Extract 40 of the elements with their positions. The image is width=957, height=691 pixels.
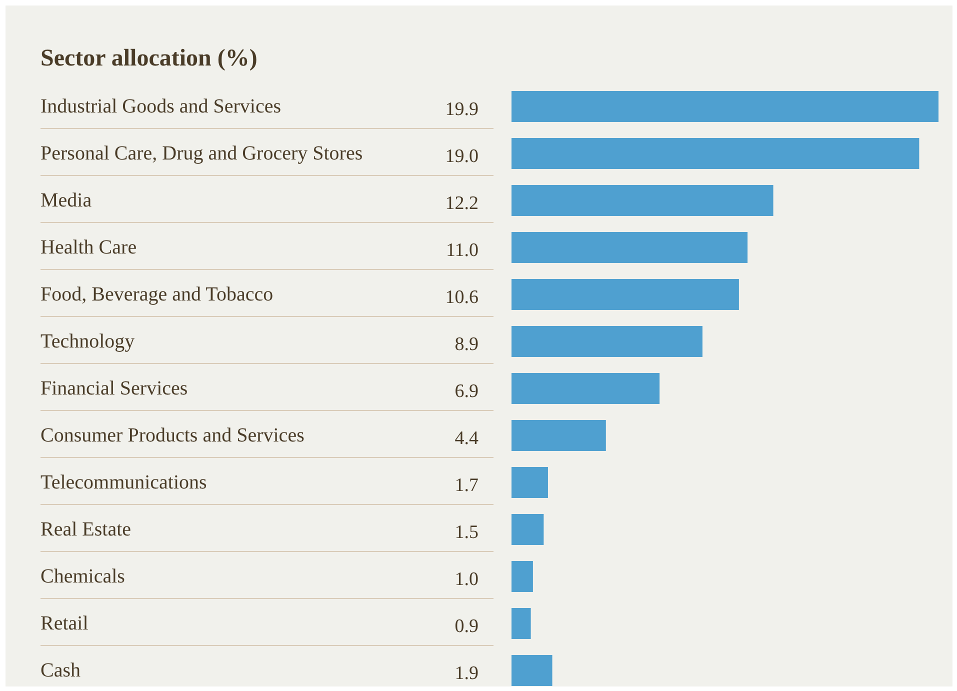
bar — [512, 326, 702, 357]
text: Sector allocation (%) — [40, 46, 258, 72]
data-label: 1.7 — [454, 475, 478, 496]
bar — [512, 561, 533, 592]
bar — [512, 608, 531, 639]
data-label: 11.0 — [446, 240, 478, 261]
bar — [512, 420, 606, 451]
data-label: 1.0 — [454, 569, 478, 590]
y-tick-label: Personal Care, Drug and Grocery Stores — [40, 142, 363, 164]
bar — [512, 655, 552, 686]
bar — [512, 373, 660, 404]
data-label: 4.4 — [454, 428, 479, 449]
y-tick-label: Cash — [40, 660, 80, 682]
data-label: 1.9 — [454, 663, 478, 684]
y-tick-label: Media — [40, 190, 92, 212]
y-tick-label: Technology — [40, 330, 135, 352]
data-label: 6.9 — [454, 381, 478, 402]
y-tick-label: Retail — [40, 612, 89, 634]
bar — [512, 138, 920, 169]
y-tick-label: Chemicals — [40, 566, 126, 588]
data-label: 12.2 — [445, 193, 478, 214]
bar — [512, 514, 544, 545]
y-tick-label: Industrial Goods and Services — [40, 96, 282, 118]
data-label: 19.0 — [445, 146, 478, 167]
bar — [512, 467, 548, 498]
y-tick-label: Telecommunications — [40, 472, 208, 494]
data-label: 10.6 — [445, 287, 478, 308]
data-label: 19.9 — [445, 99, 478, 120]
y-tick-label: Consumer Products and Services — [40, 424, 305, 446]
data-label: 0.9 — [454, 616, 478, 637]
y-tick-label: Real Estate — [40, 518, 132, 540]
y-tick-label: Financial Services — [40, 378, 188, 400]
bar — [512, 279, 739, 310]
data-label: 8.9 — [454, 334, 478, 355]
y-tick-label: Food, Beverage and Tobacco — [40, 284, 274, 306]
bar — [512, 232, 748, 263]
y-tick-label: Health Care — [40, 236, 137, 258]
bar — [512, 91, 938, 122]
data-label: 1.5 — [454, 522, 478, 543]
bar — [512, 185, 774, 216]
